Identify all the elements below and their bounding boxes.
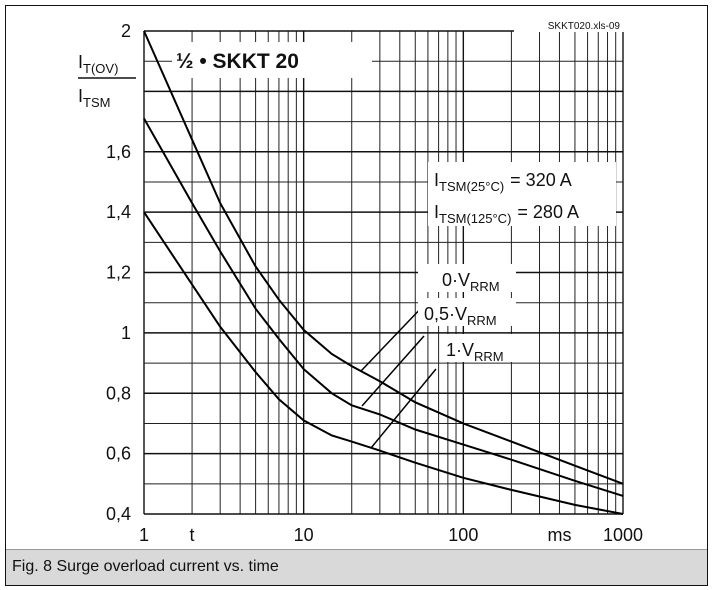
x-tick-label: 10 xyxy=(294,525,314,545)
itsm-125c-label: ITSM(125°C) = 280 A xyxy=(434,202,579,226)
y-tick-label: 1,4 xyxy=(106,202,131,222)
series-label: 0·VRRM xyxy=(442,270,500,294)
x-tick-label: 1 xyxy=(139,525,149,545)
file-id: SKKT020.xls-09 xyxy=(548,21,621,32)
itsm-background xyxy=(428,162,616,226)
series-label: 0,5·VRRM xyxy=(424,304,497,328)
y-tick-label: 1,6 xyxy=(106,142,131,162)
x-tick-label: 100 xyxy=(448,525,478,545)
y-tick-label: 1,2 xyxy=(106,263,131,283)
y-tick-label: 1 xyxy=(121,323,131,343)
figure-caption: Fig. 8 Surge overload current vs. time xyxy=(12,558,279,575)
x-tick-label: t xyxy=(190,525,195,545)
figure-frame: 0,4 0,6 0,8 1 1,2 1,4 1,6 2 1 t 10 100 ms 1000 IT(OV)… xyxy=(5,5,708,586)
series-curve xyxy=(143,118,624,497)
x-tick-label: 1000 xyxy=(603,525,643,545)
tick-labels: 0,4 0,6 0,8 1 1,2 1,4 1,6 2 1 t 10 100 ms 1000 xyxy=(106,21,643,545)
series-label-background xyxy=(441,334,515,362)
series-curve xyxy=(143,30,624,485)
y-tick-label: 2 xyxy=(121,21,131,41)
ylabel-background xyxy=(74,41,134,131)
series-leader-line xyxy=(370,368,437,449)
chart-title: ½ • SKKT 20 xyxy=(176,50,299,73)
chart: 0,4 0,6 0,8 1 1,2 1,4 1,6 2 1 t 10 100 ms 1000 IT(OV)… xyxy=(74,20,643,545)
x-tick-label: ms xyxy=(547,525,571,545)
series-leader-line xyxy=(361,335,425,407)
grid xyxy=(143,30,624,515)
title-background xyxy=(172,42,372,78)
caption-bar: Fig. 8 Surge overload current vs. time xyxy=(6,549,707,585)
y-tick-label: 0,8 xyxy=(106,383,131,403)
y-tick-label: 0,6 xyxy=(106,444,131,464)
itsm-25c-label: ITSM(25°C) = 320 A xyxy=(434,170,572,194)
series-label: 1·VRRM xyxy=(446,340,504,364)
series-label-background xyxy=(418,264,516,292)
ylabel-denominator: ITSM xyxy=(78,86,110,110)
series-label-background xyxy=(418,298,516,326)
annotations: IT(OV) ITSM ½ • SKKT 20 SKKT020.xls-09 ITSM(… xyxy=(74,20,624,449)
series-leader-line xyxy=(360,302,427,372)
series-curve xyxy=(143,211,624,515)
ylabel-numerator: IT(OV) xyxy=(78,52,118,76)
curves xyxy=(143,30,624,515)
y-tick-label: 0,4 xyxy=(106,504,131,524)
file-id-background xyxy=(514,20,624,32)
